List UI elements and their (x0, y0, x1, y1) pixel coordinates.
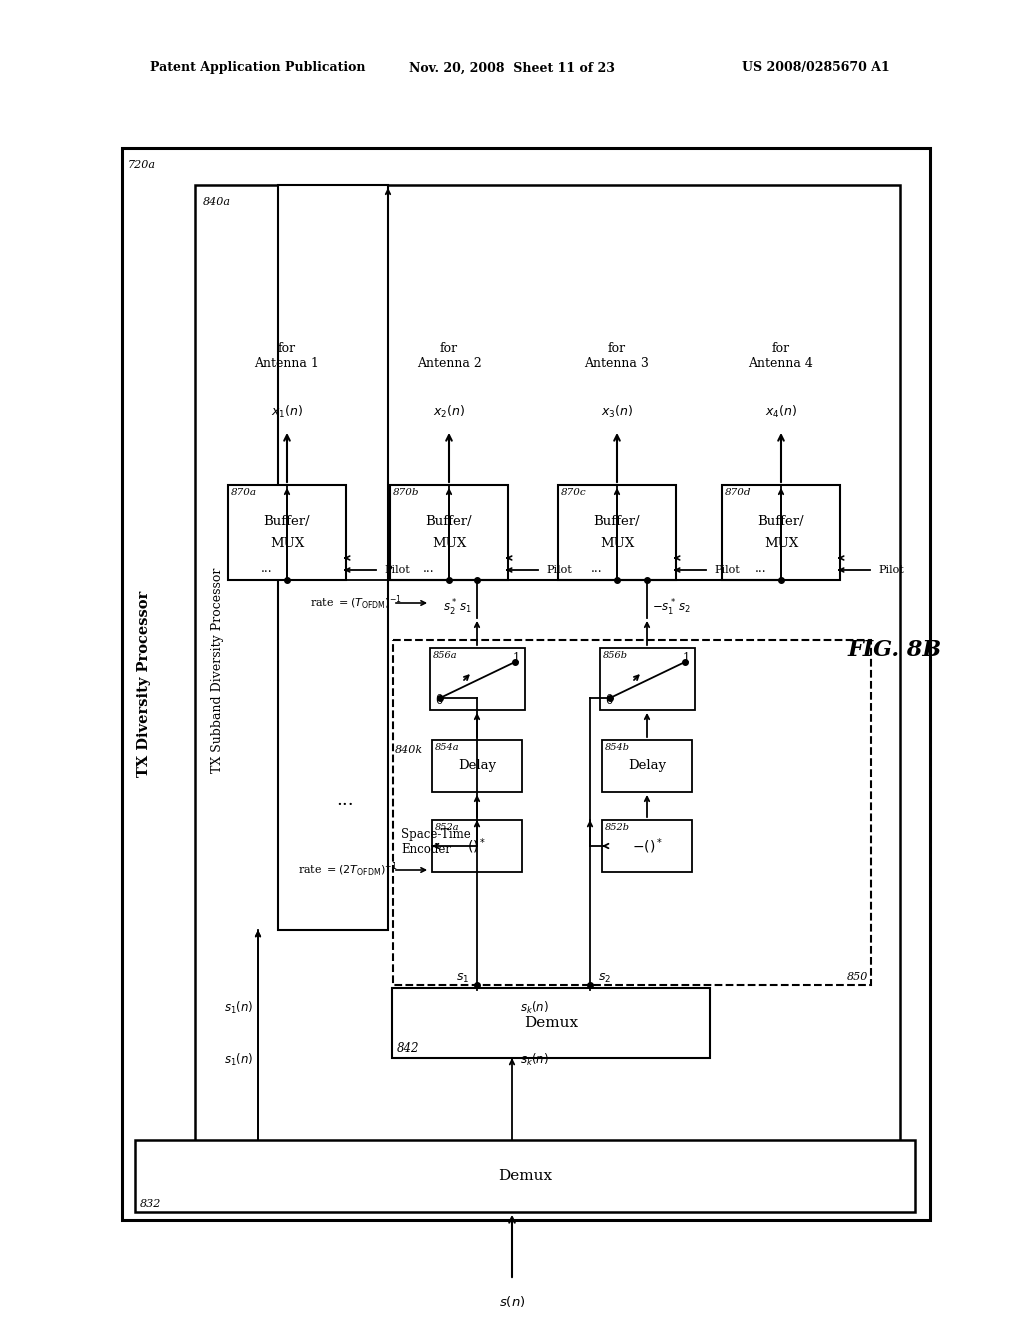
Text: Delay: Delay (458, 759, 496, 772)
Text: $()^*$: $()^*$ (467, 836, 486, 855)
FancyBboxPatch shape (602, 741, 692, 792)
Text: Space-Time
Encoder: Space-Time Encoder (401, 828, 471, 855)
Text: 852b: 852b (605, 822, 630, 832)
Text: ...: ... (755, 561, 767, 574)
FancyBboxPatch shape (135, 1140, 915, 1212)
FancyBboxPatch shape (430, 648, 525, 710)
FancyBboxPatch shape (432, 820, 522, 873)
Text: Buffer/: Buffer/ (758, 515, 804, 528)
Text: 842: 842 (397, 1041, 420, 1055)
Text: Demux: Demux (524, 1016, 579, 1030)
FancyBboxPatch shape (392, 987, 710, 1059)
Text: $s_k(n)$: $s_k(n)$ (520, 1052, 549, 1068)
Text: 1: 1 (683, 652, 690, 664)
Text: $s_2$: $s_2$ (598, 972, 611, 985)
Text: Pilot: Pilot (878, 565, 904, 576)
Text: Nov. 20, 2008  Sheet 11 of 23: Nov. 20, 2008 Sheet 11 of 23 (409, 62, 615, 74)
Text: ...: ... (261, 561, 272, 574)
Text: 850: 850 (847, 972, 868, 982)
Text: 1: 1 (513, 652, 520, 664)
FancyBboxPatch shape (432, 741, 522, 792)
Text: ...: ... (423, 561, 435, 574)
Text: 832: 832 (140, 1199, 162, 1209)
Text: Delay: Delay (628, 759, 666, 772)
Text: $s_1$: $s_1$ (456, 972, 469, 985)
Text: 840a: 840a (203, 197, 231, 207)
Text: ...: ... (591, 561, 603, 574)
Text: for
Antenna 4: for Antenna 4 (749, 342, 813, 370)
Text: $x_1(n)$: $x_1(n)$ (271, 404, 303, 420)
Text: Buffer/: Buffer/ (594, 515, 640, 528)
Text: FIG. 8B: FIG. 8B (848, 639, 942, 661)
Text: MUX: MUX (764, 537, 798, 550)
FancyBboxPatch shape (195, 185, 900, 1155)
Text: 852a: 852a (435, 822, 460, 832)
Text: ...: ... (336, 791, 354, 809)
FancyBboxPatch shape (722, 484, 840, 579)
Text: 870c: 870c (561, 488, 587, 498)
Text: Buffer/: Buffer/ (426, 515, 472, 528)
Text: TX Diversity Processor: TX Diversity Processor (137, 591, 151, 777)
FancyBboxPatch shape (122, 148, 930, 1220)
Text: Pilot: Pilot (384, 565, 410, 576)
Text: MUX: MUX (432, 537, 466, 550)
FancyBboxPatch shape (278, 185, 388, 931)
Text: $s(n)$: $s(n)$ (499, 1294, 525, 1309)
Text: MUX: MUX (600, 537, 634, 550)
Text: US 2008/0285670 A1: US 2008/0285670 A1 (742, 62, 890, 74)
Text: 0: 0 (435, 693, 442, 706)
Text: 0: 0 (605, 693, 612, 706)
Text: Buffer/: Buffer/ (264, 515, 310, 528)
FancyBboxPatch shape (390, 484, 508, 579)
Text: 870a: 870a (231, 488, 257, 498)
Text: $x_2(n)$: $x_2(n)$ (433, 404, 465, 420)
Text: $s_2^*\,s_1$: $s_2^*\,s_1$ (443, 598, 472, 618)
Text: $x_3(n)$: $x_3(n)$ (601, 404, 633, 420)
Text: 856a: 856a (433, 651, 458, 660)
Text: Patent Application Publication: Patent Application Publication (150, 62, 366, 74)
Text: rate $= (2T_\mathrm{OFDM})^{-1}$: rate $= (2T_\mathrm{OFDM})^{-1}$ (298, 861, 397, 879)
Text: $-()^*$: $-()^*$ (632, 836, 663, 855)
FancyBboxPatch shape (228, 484, 346, 579)
Text: 720a: 720a (128, 160, 156, 170)
Text: Pilot: Pilot (546, 565, 571, 576)
Text: for
Antenna 1: for Antenna 1 (255, 342, 319, 370)
Text: 854a: 854a (435, 743, 460, 752)
Text: for
Antenna 3: for Antenna 3 (585, 342, 649, 370)
Text: $s_k(n)$: $s_k(n)$ (520, 1001, 549, 1016)
Text: 870b: 870b (393, 488, 420, 498)
FancyBboxPatch shape (600, 648, 695, 710)
Text: 856b: 856b (603, 651, 628, 660)
Text: $-s_1^*\,s_2$: $-s_1^*\,s_2$ (652, 598, 690, 618)
Text: 870d: 870d (725, 488, 752, 498)
Text: Pilot: Pilot (714, 565, 739, 576)
Text: TX Subband Diversity Processor: TX Subband Diversity Processor (211, 568, 223, 772)
FancyBboxPatch shape (558, 484, 676, 579)
FancyBboxPatch shape (393, 640, 871, 985)
Text: 854b: 854b (605, 743, 630, 752)
Text: rate $= (T_\mathrm{OFDM})^{-1}$: rate $= (T_\mathrm{OFDM})^{-1}$ (310, 594, 402, 612)
Text: Demux: Demux (498, 1170, 552, 1183)
Text: $x_4(n)$: $x_4(n)$ (765, 404, 797, 420)
Text: for
Antenna 2: for Antenna 2 (417, 342, 481, 370)
Text: 840k: 840k (395, 744, 423, 755)
Text: $s_1(n)$: $s_1(n)$ (223, 1001, 253, 1016)
Text: MUX: MUX (270, 537, 304, 550)
FancyBboxPatch shape (602, 820, 692, 873)
Text: $s_1(n)$: $s_1(n)$ (223, 1052, 253, 1068)
